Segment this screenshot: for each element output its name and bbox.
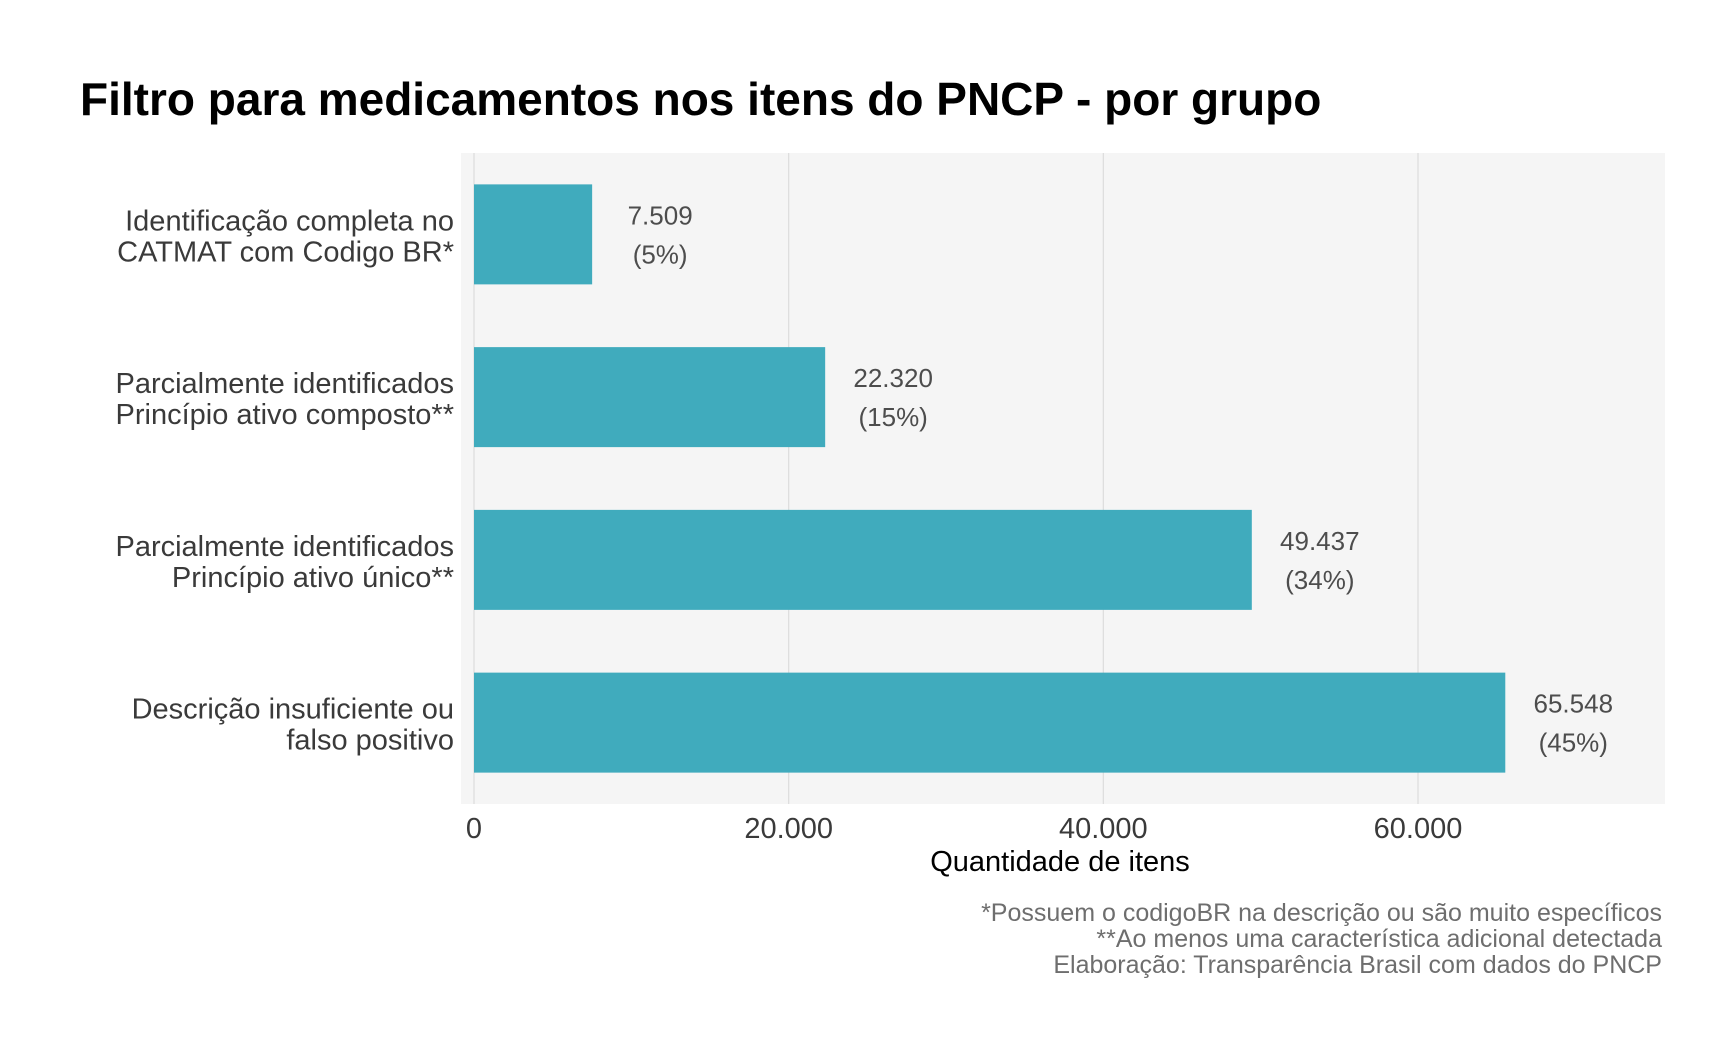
category-label: Parcialmente identificados Princípio ativ… [115, 368, 454, 431]
footnote: Elaboração: Transparência Brasil com dad… [1053, 951, 1662, 979]
x-axis-title: Quantidade de itens [930, 846, 1190, 878]
x-tick-label: 0 [466, 813, 482, 845]
footnote: *Possuem o codigoBR na descrição ou são … [981, 899, 1662, 927]
bar [474, 347, 826, 448]
percent-label: (45%) [1539, 728, 1608, 758]
category-label-line: falso positivo [286, 725, 454, 757]
percent-label: (5%) [633, 239, 688, 269]
category-labels: Identificação completa no CATMAT com Codi… [115, 205, 454, 756]
x-tick-label: 60.000 [1374, 813, 1463, 845]
category-label-line: Princípio ativo composto** [116, 399, 455, 431]
x-tick-label: 20.000 [744, 813, 833, 845]
category-label-line: Princípio ativo único** [172, 562, 454, 594]
bar [474, 184, 593, 285]
value-label: 7.509 [628, 200, 693, 230]
x-tick-label: 40.000 [1059, 813, 1148, 845]
value-labels: 7.509 (5%) 22.320 (15%) 49.437 (34%) 65.548 (45… [628, 200, 1613, 757]
value-label: 49.437 [1280, 526, 1360, 556]
category-label-line: Descrição insuficiente ou [132, 694, 454, 726]
footnote: **Ao menos uma característica adicional … [1096, 925, 1662, 953]
x-axis-ticks: 0 20.000 40.000 60.000 [466, 813, 1462, 845]
value-label: 65.548 [1534, 689, 1614, 719]
bar [474, 509, 1252, 610]
bar [474, 672, 1506, 773]
category-label-line: CATMAT com Codigo BR* [117, 236, 454, 268]
category-label: Descrição insuficiente ou falso positivo [132, 694, 454, 757]
category-label: Identificação completa no CATMAT com Codi… [117, 205, 454, 268]
category-label-line: Identificação completa no [125, 205, 454, 237]
bars [474, 184, 1506, 773]
category-label-line: Parcialmente identificados [115, 531, 454, 563]
percent-label: (34%) [1285, 565, 1354, 595]
value-label: 22.320 [853, 363, 933, 393]
category-label-line: Parcialmente identificados [115, 368, 454, 400]
percent-label: (15%) [858, 402, 927, 432]
category-label: Parcialmente identificados Princípio ativ… [115, 531, 454, 594]
footnotes: *Possuem o codigoBR na descrição ou são … [981, 900, 1662, 978]
chart-title: Filtro para medicamentos nos itens do PN… [80, 73, 1322, 125]
